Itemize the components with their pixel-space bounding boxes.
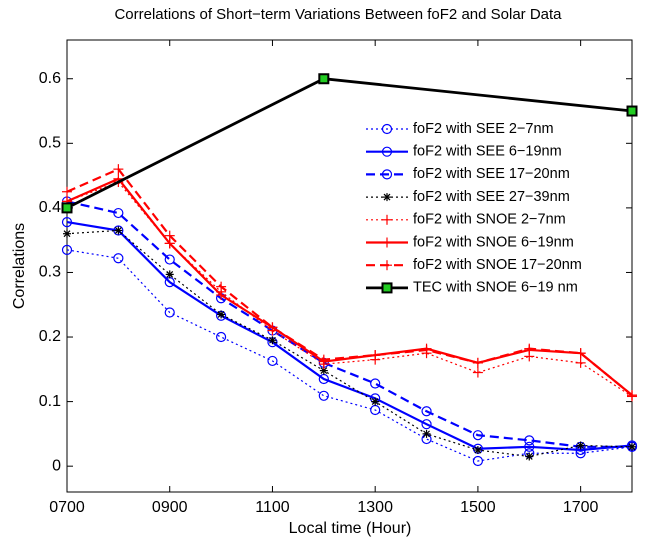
marker bbox=[318, 73, 330, 85]
marker bbox=[383, 193, 391, 202]
marker bbox=[318, 354, 329, 365]
series-line bbox=[66, 249, 633, 462]
y-tick-label: 0.6 bbox=[39, 70, 61, 87]
marker bbox=[113, 207, 124, 219]
legend-label: foF2 with SEE 17−20nm bbox=[413, 166, 570, 182]
marker bbox=[382, 260, 392, 271]
marker bbox=[627, 390, 637, 401]
marker bbox=[164, 230, 175, 241]
marker bbox=[216, 281, 227, 292]
marker bbox=[164, 254, 175, 265]
marker bbox=[626, 105, 638, 117]
marker bbox=[472, 357, 483, 368]
marker bbox=[421, 344, 432, 355]
marker bbox=[382, 237, 392, 248]
marker bbox=[217, 310, 226, 319]
marker bbox=[267, 355, 278, 367]
x-tick-label: 1100 bbox=[255, 499, 290, 516]
x-tick-label: 0700 bbox=[49, 499, 85, 516]
marker bbox=[62, 186, 72, 197]
marker bbox=[525, 452, 534, 461]
y-tick-label: 0.2 bbox=[39, 328, 61, 345]
marker bbox=[318, 390, 329, 401]
legend-label: foF2 with SNOE 2−7nm bbox=[413, 212, 566, 228]
marker bbox=[63, 229, 71, 238]
marker bbox=[472, 455, 484, 467]
y-tick-label: 0 bbox=[52, 457, 61, 474]
y-axis-label: Correlations bbox=[11, 223, 28, 309]
marker bbox=[370, 378, 381, 389]
x-tick-label: 0900 bbox=[152, 499, 188, 516]
y-tick-label: 0.3 bbox=[39, 264, 61, 281]
plot-frame bbox=[66, 39, 633, 493]
series-line bbox=[66, 167, 633, 396]
x-tick-label: 1300 bbox=[357, 499, 393, 516]
marker bbox=[114, 226, 123, 235]
marker bbox=[575, 357, 586, 368]
series-line bbox=[66, 229, 633, 458]
marker bbox=[422, 429, 431, 438]
marker bbox=[524, 343, 535, 354]
marker bbox=[267, 322, 278, 333]
chart-title: Correlations of Short−term Variations Be… bbox=[114, 6, 562, 23]
marker bbox=[371, 397, 380, 406]
marker bbox=[113, 253, 124, 264]
legend-label: foF2 with SEE 6−19nm bbox=[413, 144, 562, 160]
marker bbox=[382, 214, 392, 225]
legend-label: foF2 with SNOE 6−19nm bbox=[413, 234, 574, 250]
y-tick-label: 0.5 bbox=[39, 135, 61, 152]
y-tick-label: 0.4 bbox=[39, 199, 61, 216]
x-tick-label: 1500 bbox=[460, 499, 496, 516]
marker bbox=[61, 244, 73, 255]
marker bbox=[381, 146, 393, 157]
marker bbox=[370, 350, 381, 361]
marker bbox=[473, 446, 482, 455]
marker bbox=[524, 441, 535, 452]
y-tick-label: 0.1 bbox=[39, 393, 61, 410]
marker bbox=[472, 430, 484, 441]
marker bbox=[381, 123, 393, 135]
x-tick-label: 1700 bbox=[563, 499, 599, 516]
marker bbox=[524, 435, 535, 446]
series-line bbox=[66, 200, 632, 448]
legend-label: TEC with SNOE 6−19 nm bbox=[413, 280, 578, 296]
marker bbox=[421, 419, 432, 430]
marker bbox=[628, 442, 636, 451]
marker bbox=[576, 441, 585, 450]
legend-label: foF2 with SEE 27−39nm bbox=[413, 189, 570, 205]
legend-label: foF2 with SNOE 17−20nm bbox=[413, 257, 582, 273]
marker bbox=[61, 202, 73, 214]
x-axis-label: Local time (Hour) bbox=[289, 520, 412, 537]
marker bbox=[216, 290, 227, 301]
marker bbox=[164, 307, 175, 318]
marker bbox=[472, 367, 483, 378]
marker bbox=[575, 348, 586, 359]
marker bbox=[61, 216, 73, 228]
marker bbox=[113, 164, 124, 175]
marker bbox=[268, 336, 277, 345]
marker bbox=[381, 169, 393, 180]
marker bbox=[165, 270, 174, 279]
marker bbox=[381, 282, 393, 294]
legend-label: foF2 with SEE 2−7nm bbox=[413, 121, 554, 137]
marker bbox=[421, 406, 432, 417]
marker bbox=[215, 331, 227, 343]
series-line bbox=[66, 221, 633, 452]
